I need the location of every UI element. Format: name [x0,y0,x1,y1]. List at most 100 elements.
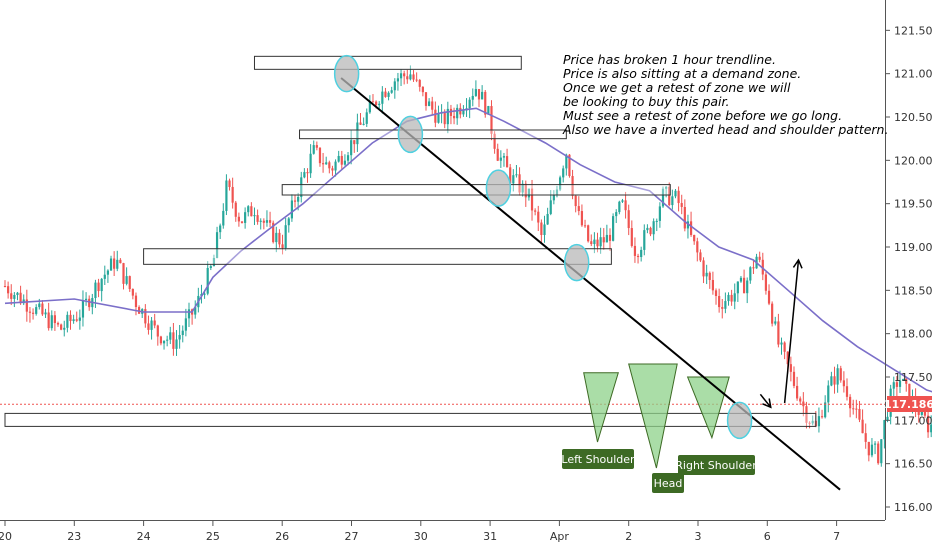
candle-body [534,210,537,212]
candle-body [240,221,244,223]
candle-body [540,222,543,235]
candle-body [60,324,63,330]
y-tick-label: 117.500 [894,371,932,384]
y-tick-label: 119.000 [894,241,932,254]
candle-body [649,227,652,235]
candle-body [209,266,212,268]
candle-body [749,267,752,281]
candle-body [84,298,88,301]
target-arrow-shaft [783,259,800,404]
candle-body [484,91,487,115]
candle-body [287,218,290,226]
candle-body [172,332,175,349]
candle-body [661,188,665,207]
candle-body [312,145,315,154]
candle-body [421,86,424,93]
candle-body [886,416,889,421]
candle-body [94,282,97,299]
candle-body [736,281,739,294]
candle-body [315,145,318,148]
candle-body [187,309,191,319]
candle-body [181,330,184,336]
candle-body [811,420,814,424]
candle-body [321,163,325,165]
candle-body [546,213,549,225]
candle-body [705,272,708,277]
candle-body [53,315,56,324]
zone-box [4,412,817,427]
candle-body [119,259,122,264]
candle-body [303,172,306,178]
price-box [887,396,932,412]
candle-body [318,147,322,164]
candle-body [820,416,824,418]
candle-body [309,153,312,174]
candle-body [462,110,465,115]
candle-body [621,200,624,202]
pattern-triangles [583,363,730,469]
candle-body [683,206,686,229]
candle-body [169,332,172,340]
candle-body [331,168,334,171]
candle-body [7,286,10,294]
candle-body [643,230,646,250]
candle-body [31,312,35,314]
candle-body [212,257,216,267]
candle-body [471,95,474,100]
candle-body [580,211,584,226]
candle-body [608,234,612,241]
x-axis[interactable]: 20 23 24 25 26 27 30 31 Apr 2 3 6 7 [0,520,840,543]
candle-body [278,232,281,245]
candle-body [144,309,147,324]
candle-body [334,161,337,171]
candle-body [56,323,60,325]
annotation-line-4: be looking to buy this pair. [563,94,729,109]
y-tick-label: 120.500 [894,111,932,124]
candle-body [658,206,661,221]
candle-body [674,190,677,197]
candle-body [41,303,44,315]
candle-body [97,282,100,292]
candle-body [350,140,353,156]
y-axis[interactable]: 121.500 121.000 120.500 120.000 119.500 119.0… [0,0,932,521]
candle-body [387,92,390,97]
candle-body [733,293,736,302]
candle-body [864,433,867,442]
candle-body [297,196,300,202]
candle-body [25,299,28,312]
candle-body [552,194,555,201]
candle-body [125,276,128,284]
candle-body [808,422,811,424]
candle-body [247,206,250,213]
candle-body [418,80,421,87]
candle-body [764,274,768,291]
candle-body [38,303,41,308]
zones [0,55,885,427]
candle-body [696,241,699,253]
x-tick-label: 24 [137,530,151,543]
candle-body [399,73,403,79]
candle-body [225,180,228,211]
touch-circle [397,115,424,154]
candle-body [396,78,400,82]
touch-circles [333,54,753,440]
touch-circle [563,243,590,282]
candle-body [515,174,518,176]
candle-body [340,155,343,165]
candle-body [365,112,368,124]
candle-body [593,239,596,245]
candle-body [718,295,721,308]
candle-body [325,162,328,165]
candle-body [390,90,393,93]
candle-body [203,293,206,295]
x-tick-label: 6 [764,530,771,543]
candle-body [250,206,253,217]
candle-body [746,280,749,294]
candle-body [300,177,303,197]
candle-body [714,290,718,296]
candle-body [537,211,540,223]
candle-body [10,293,13,299]
candle-body [926,415,930,433]
candle-body [527,188,531,198]
